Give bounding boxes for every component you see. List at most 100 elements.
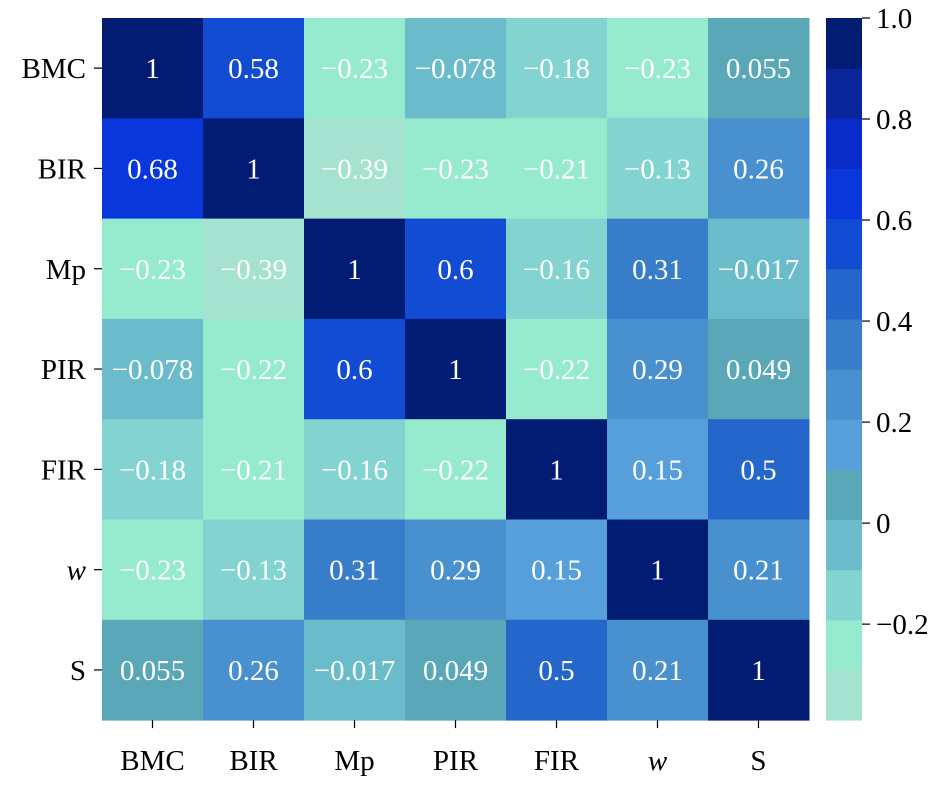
cell-value-label: −0.13 xyxy=(624,153,691,185)
cell-value-label: −0.39 xyxy=(220,254,287,286)
colorbar-tick-label: −0.2 xyxy=(876,609,929,641)
cell-value-label: 0.049 xyxy=(726,354,791,386)
cell-value-label: 0.26 xyxy=(228,655,279,687)
y-tick-label: PIR xyxy=(41,354,87,386)
colorbar: 1.0 0.8 0.6 0.4 0.2 0 −0.2 xyxy=(826,3,929,721)
x-tick-label: BMC xyxy=(120,745,184,777)
cell-value-label: −0.22 xyxy=(523,354,590,386)
heatmap-cell-w-PIR xyxy=(405,519,507,621)
cell-value-label: 0.15 xyxy=(632,454,683,486)
heatmap-cell-S-w xyxy=(607,619,709,721)
heatmap-cell-BIR-Mp xyxy=(304,118,406,220)
heatmap-cell-Mp-PIR xyxy=(405,218,507,320)
heatmap-cell-S-Mp xyxy=(304,619,406,721)
colorbar-tick-label: 0 xyxy=(876,508,891,540)
colorbar-band xyxy=(826,318,862,370)
colorbar-band xyxy=(826,619,862,671)
heatmap-cell-BIR-BMC xyxy=(102,118,204,220)
heatmap-cell-Mp-BMC xyxy=(102,218,204,320)
colorbar-band xyxy=(826,669,862,721)
colorbar-band xyxy=(826,469,862,520)
heatmap-cell-FIR-w xyxy=(607,419,709,520)
heatmap-cell-FIR-BIR xyxy=(203,419,305,520)
heatmap-cell-FIR-PIR xyxy=(405,419,507,520)
heatmap-cell-PIR-Mp xyxy=(304,318,406,420)
cell-value-label: 0.21 xyxy=(733,555,784,587)
heatmap-cell-Mp-w xyxy=(607,218,709,320)
heatmap-cell-w-FIR xyxy=(506,519,608,621)
cell-value-label: 0.055 xyxy=(120,655,185,687)
heatmap-cell-Mp-Mp xyxy=(304,218,406,320)
cell-value-label: 0.58 xyxy=(228,53,279,85)
y-tick-label: Mp xyxy=(46,254,86,286)
cell-value-label: −0.23 xyxy=(119,254,186,286)
cell-value-label: 0.29 xyxy=(430,555,481,587)
heatmap-cell-BMC-BMC xyxy=(102,18,204,119)
cell-value-label: 0.68 xyxy=(127,153,178,185)
colorbar-tick-label: 0.2 xyxy=(876,407,912,439)
cell-value-label: 1 xyxy=(549,454,564,486)
y-tick-label: BIR xyxy=(38,153,87,185)
cell-value-label: 0.15 xyxy=(531,555,582,587)
cell-value-label: 0.6 xyxy=(437,254,473,286)
cell-value-label: 0.055 xyxy=(726,53,791,85)
cell-value-label: −0.22 xyxy=(422,454,489,486)
cell-value-label: −0.078 xyxy=(112,354,194,386)
heatmap-cell-Mp-FIR xyxy=(506,218,608,320)
cell-value-label: −0.23 xyxy=(624,53,691,85)
cell-value-label: 0.6 xyxy=(336,354,372,386)
cell-value-label: 1 xyxy=(751,655,766,687)
colorbar-band xyxy=(826,18,862,69)
heatmap-cell-FIR-Mp xyxy=(304,419,406,520)
x-tick-label: BIR xyxy=(229,745,278,777)
x-tick-label: PIR xyxy=(433,745,479,777)
cell-value-label: 1 xyxy=(448,354,463,386)
heatmap-cell-PIR-BMC xyxy=(102,318,204,420)
y-tick-label: BMC xyxy=(22,53,86,85)
heatmap-cell-BIR-FIR xyxy=(506,118,608,220)
cell-value-label: −0.22 xyxy=(220,354,287,386)
heatmap-cell-BMC-Mp xyxy=(304,18,406,119)
colorbar-tick-label: 0.4 xyxy=(876,306,913,338)
colorbar-band xyxy=(826,519,862,571)
cell-value-label: 0.31 xyxy=(329,555,380,587)
heatmap-cell-w-BIR xyxy=(203,519,305,621)
x-axis-labels: BMC BIR Mp PIR FIR w S xyxy=(120,720,767,777)
colorbar-band xyxy=(826,68,862,119)
cell-value-label: 0.5 xyxy=(740,454,776,486)
colorbar-band xyxy=(826,268,862,320)
cell-value-label: 0.31 xyxy=(632,254,683,286)
heatmap-cell-PIR-PIR xyxy=(405,318,507,420)
cell-value-label: 1 xyxy=(145,53,160,85)
colorbar-band xyxy=(826,369,862,420)
heatmap-cell-BIR-w xyxy=(607,118,709,220)
cell-annotations: 1 0.58 −0.23 −0.078 −0.18 −0.23 0.055 0.68 1 −0.3… xyxy=(112,53,800,687)
cell-value-label: −0.23 xyxy=(321,53,388,85)
heatmap-cell-BIR-BIR xyxy=(203,118,305,220)
heatmap-cells xyxy=(102,18,810,721)
heatmap-cell-S-BIR xyxy=(203,619,305,721)
heatmap-cell-w-BMC xyxy=(102,519,204,621)
heatmap-cell-Mp-S xyxy=(708,218,810,320)
heatmap-cell-PIR-BIR xyxy=(203,318,305,420)
heatmap-cell-S-PIR xyxy=(405,619,507,721)
colorbar-tick-label: 1.0 xyxy=(876,3,912,35)
cell-value-label: −0.078 xyxy=(415,53,497,85)
colorbar-tick-label: 0.8 xyxy=(876,104,912,136)
cell-value-label: 0.049 xyxy=(423,655,488,687)
heatmap-cell-BMC-S xyxy=(708,18,810,119)
heatmap-cell-BIR-PIR xyxy=(405,118,507,220)
cell-value-label: 0.5 xyxy=(538,655,574,687)
x-tick-label: Mp xyxy=(334,745,374,777)
heatmap-cell-BMC-FIR xyxy=(506,18,608,119)
y-tick-label: w xyxy=(67,555,87,587)
heatmap-cell-FIR-FIR xyxy=(506,419,608,520)
cell-value-label: −0.16 xyxy=(523,254,590,286)
colorbar-band xyxy=(826,118,862,169)
cell-value-label: 1 xyxy=(246,153,261,185)
cell-value-label: −0.13 xyxy=(220,555,287,587)
cell-value-label: −0.16 xyxy=(321,454,388,486)
heatmap-cell-BMC-w xyxy=(607,18,709,119)
cell-value-label: −0.017 xyxy=(314,655,396,687)
